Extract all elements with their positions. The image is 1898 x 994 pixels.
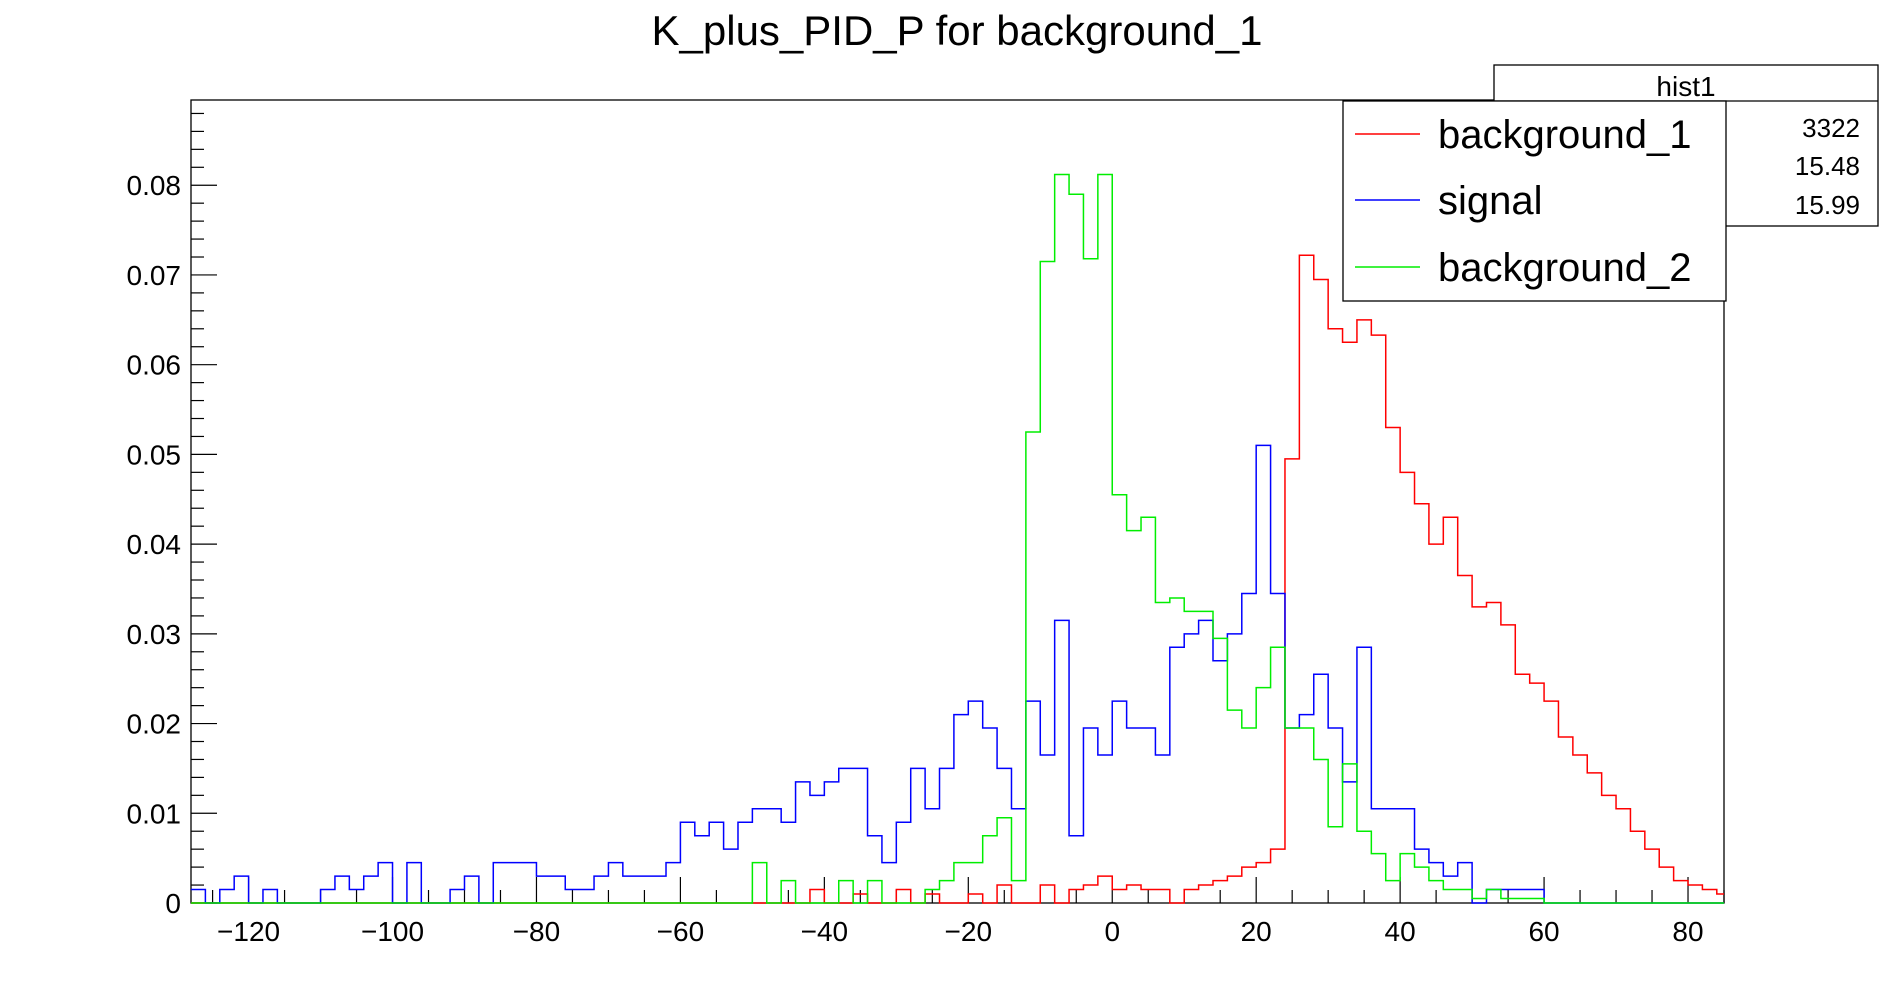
legend-label-background_1: background_1 <box>1438 113 1692 157</box>
series-signal <box>191 444 1724 904</box>
x-tick-label: −100 <box>361 916 424 947</box>
x-tick-label: −60 <box>657 916 705 947</box>
x-axis: −120 −100 −80 −60 −40 −20 0 20 40 60 80 <box>211 877 1725 947</box>
histogram-series <box>191 173 1724 904</box>
y-tick-label: 0.08 <box>127 170 182 201</box>
y-tick-label: 0.03 <box>127 619 182 650</box>
y-tick-label: 0.04 <box>127 529 182 560</box>
x-tick-label: 80 <box>1672 916 1703 947</box>
stats-box-value-3: 15.99 <box>1795 190 1860 220</box>
series-background_2 <box>191 173 1724 904</box>
x-tick-label: 0 <box>1104 916 1120 947</box>
series-background_1 <box>191 254 1724 904</box>
x-tick-label: 20 <box>1241 916 1272 947</box>
stats-box-title: hist1 <box>1656 71 1715 102</box>
stats-box-value-1: 3322 <box>1802 113 1860 143</box>
legend: background_1 signal background_2 <box>1342 100 1727 302</box>
y-tick-label: 0.05 <box>127 439 182 470</box>
x-tick-label: −20 <box>945 916 993 947</box>
y-tick-label: 0.01 <box>127 798 182 829</box>
y-tick-label: 0.06 <box>127 350 182 381</box>
x-tick-label: −40 <box>801 916 849 947</box>
stats-box-value-2: 15.48 <box>1795 151 1860 181</box>
legend-label-background_2: background_2 <box>1438 246 1692 290</box>
y-tick-label: 0.07 <box>127 260 182 291</box>
chart-title: K_plus_PID_P for background_1 <box>652 7 1263 54</box>
legend-label-signal: signal <box>1438 179 1543 223</box>
x-tick-label: −80 <box>513 916 561 947</box>
y-axis: 0 0.01 0.02 0.03 0.04 0.05 0.06 0.07 0.08 <box>127 112 217 919</box>
x-tick-label: 60 <box>1528 916 1559 947</box>
x-tick-label: 40 <box>1385 916 1416 947</box>
x-tick-label: −120 <box>217 916 280 947</box>
y-tick-label: 0 <box>165 888 181 919</box>
y-tick-label: 0.02 <box>127 709 182 740</box>
